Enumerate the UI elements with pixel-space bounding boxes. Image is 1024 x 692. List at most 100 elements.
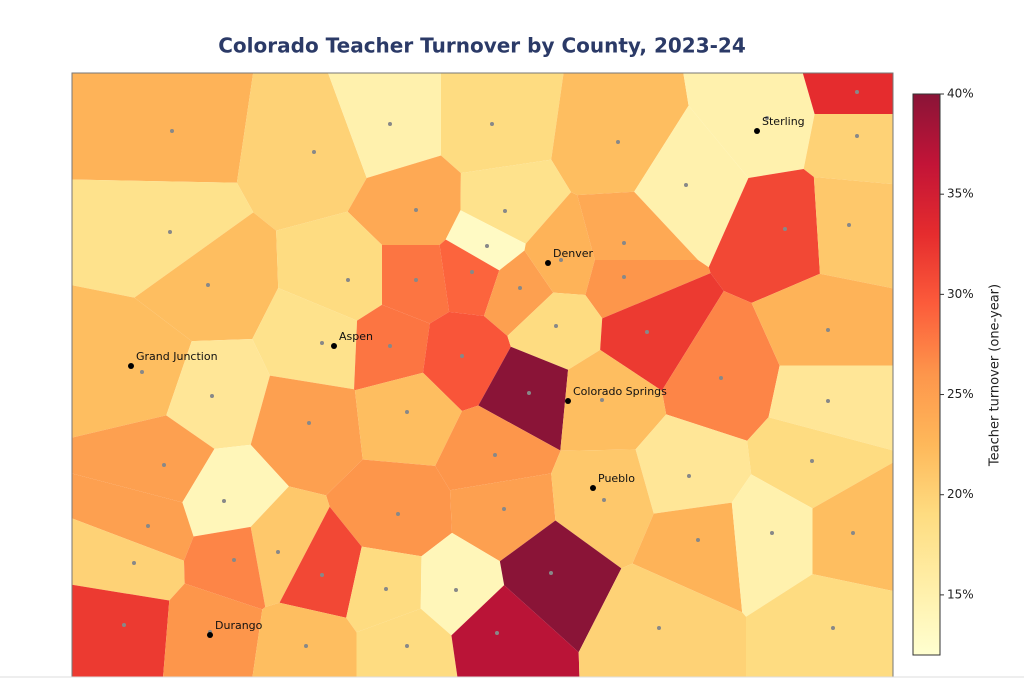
county-cell: [346, 546, 422, 633]
county-cell: [731, 474, 813, 617]
county-cell: [166, 338, 270, 449]
county-cell: [751, 273, 893, 366]
county-cell: [72, 179, 254, 298]
county-cell: [768, 365, 893, 451]
county-cell: [276, 211, 382, 321]
county-centroid: [388, 122, 392, 126]
county-centroid: [645, 330, 649, 334]
county-centroid: [320, 341, 324, 345]
county-cell: [422, 311, 511, 412]
county-centroid: [162, 463, 166, 467]
county-cell: [632, 502, 743, 613]
county-centroid: [170, 129, 174, 133]
county-cell: [439, 239, 500, 317]
county-cell: [183, 526, 266, 610]
county-cell: [577, 191, 699, 260]
county-cell: [600, 273, 724, 391]
county-centroid: [559, 258, 563, 262]
county-centroid: [495, 631, 499, 635]
county-cell: [635, 414, 752, 514]
county-cell: [163, 583, 263, 677]
colorbar-tick-label: 40%: [947, 87, 974, 101]
county-cell: [250, 486, 330, 607]
county-cell: [72, 584, 170, 677]
county-centroid: [414, 278, 418, 282]
county-cell: [328, 73, 441, 178]
city-label: Grand Junction: [136, 350, 218, 363]
county-centroid: [503, 209, 507, 213]
county-centroid: [696, 538, 700, 542]
chart-title: Colorado Teacher Turnover by County, 202…: [218, 34, 746, 58]
county-centroid: [490, 122, 494, 126]
county-cell: [441, 73, 564, 174]
city-dot: [565, 398, 571, 404]
city-dot: [545, 260, 551, 266]
city-label: Colorado Springs: [573, 385, 667, 398]
county-cell: [747, 417, 893, 509]
county-cell: [478, 346, 569, 451]
county-cell: [746, 574, 893, 677]
county-centroid: [140, 370, 144, 374]
colorbar-tick-label: 15%: [947, 587, 974, 601]
county-centroid: [168, 230, 172, 234]
county-cell: [72, 518, 185, 601]
county-centroid: [307, 421, 311, 425]
city-dot: [331, 343, 337, 349]
county-centroid: [855, 90, 859, 94]
county-centroid: [810, 459, 814, 463]
city-dot: [754, 128, 760, 134]
county-centroid: [132, 561, 136, 565]
city-label: Pueblo: [598, 472, 635, 485]
county-cell: [585, 260, 711, 319]
county-centroid: [826, 328, 830, 332]
county-centroid: [346, 278, 350, 282]
county-cell: [445, 210, 526, 271]
county-centroid: [602, 498, 606, 502]
county-cell: [661, 290, 780, 441]
county-cell: [507, 292, 603, 370]
county-centroid: [719, 376, 723, 380]
county-cell: [634, 105, 749, 268]
county-centroid: [687, 474, 691, 478]
colorbar-label: Teacher turnover (one-year): [988, 284, 1003, 467]
county-centroid: [600, 398, 604, 402]
county-centroid: [485, 244, 489, 248]
county-centroid: [622, 241, 626, 245]
county-cell: [802, 73, 893, 114]
county-cell: [134, 212, 279, 342]
county-centroid: [388, 344, 392, 348]
county-cell: [252, 602, 357, 677]
city-label: Aspen: [339, 330, 373, 343]
county-cell: [460, 159, 572, 244]
county-centroid: [222, 499, 226, 503]
county-cell: [551, 449, 654, 569]
county-cell: [72, 415, 215, 503]
county-cell: [483, 250, 554, 336]
colorbar-tick-label: 25%: [947, 387, 974, 401]
county-cell: [354, 372, 462, 466]
city-dot: [207, 632, 213, 638]
county-cell: [347, 155, 461, 245]
county-centroid: [770, 531, 774, 535]
county-centroid: [384, 587, 388, 591]
city-label: Sterling: [762, 115, 805, 128]
county-centroid: [851, 531, 855, 535]
city-label: Denver: [553, 247, 593, 260]
colorbar-gradient: [912, 93, 941, 656]
county-cell: [182, 444, 289, 537]
county-cell: [812, 462, 893, 592]
county-cell: [326, 459, 453, 557]
county-centroid: [622, 275, 626, 279]
city-label: Durango: [215, 619, 263, 632]
county-cell: [524, 192, 595, 296]
county-cell: [683, 73, 815, 178]
colorbar: 15% 20% 25% 30% 35% 40%: [912, 87, 974, 656]
county-cell: [551, 73, 689, 196]
county-centroid: [616, 140, 620, 144]
county-cell: [72, 73, 254, 183]
county-cell: [382, 245, 450, 324]
county-cell: [499, 520, 622, 653]
county-centroid: [470, 270, 474, 274]
county-cell: [708, 169, 820, 303]
